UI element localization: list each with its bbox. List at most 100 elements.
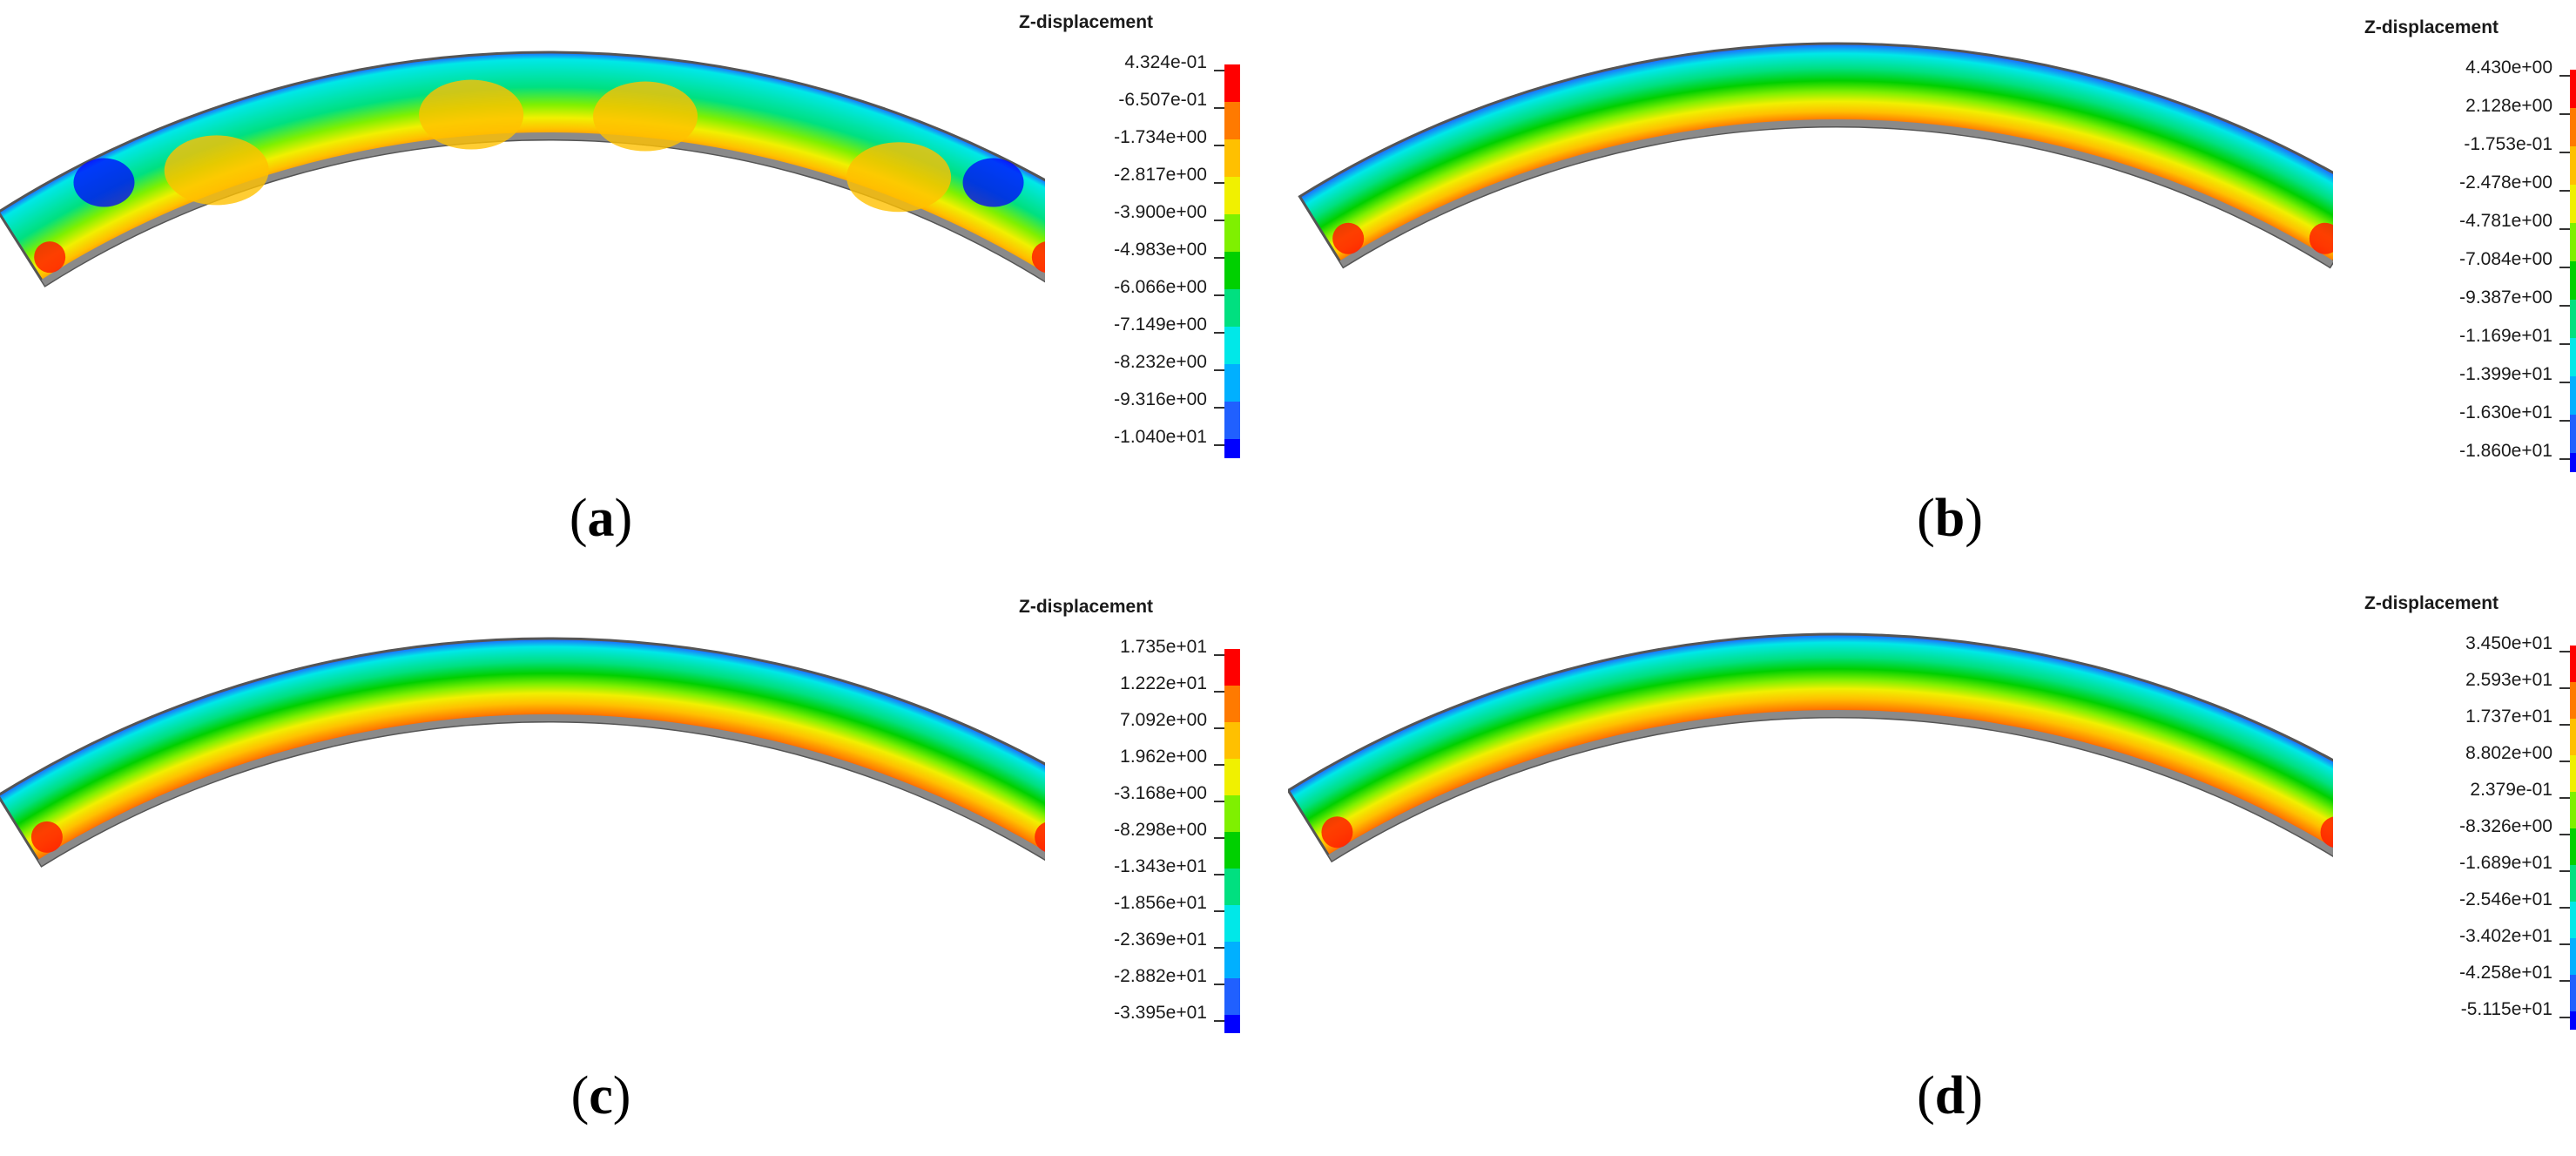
- caption-letter: d: [1934, 1066, 1966, 1126]
- arch-contour-c: [0, 637, 1045, 868]
- color-scale-segment: [2570, 415, 2576, 453]
- color-scale-segment: [2570, 108, 2576, 146]
- arch-contour-b: [1298, 42, 2333, 269]
- color-scale-segment: [1224, 905, 1240, 942]
- arch-inner-liner: [37, 714, 1045, 866]
- panel-d: Z-displacement 3.450e+01 2.593e+01 1.737e+…: [1288, 578, 2576, 1155]
- tick-label: -2.369e+01: [1114, 930, 1207, 950]
- tick-mark: [1214, 654, 1224, 656]
- contour-minimum: [73, 158, 135, 207]
- color-scale-segment: [1224, 795, 1240, 832]
- tick-mark: [1214, 107, 1224, 109]
- color-scale-segment: [1224, 252, 1240, 289]
- tick-label: -7.084e+00: [2459, 249, 2552, 269]
- tick-label: -9.316e+00: [1114, 389, 1207, 409]
- color-scale-segment: [2570, 646, 2576, 682]
- color-scale-segment: [2570, 828, 2576, 865]
- tick-mark: [1214, 691, 1224, 693]
- panel-a: Z-displacement 4.324e-01 -6.507e-01 -1.734…: [0, 0, 1288, 578]
- tick-label: 1.222e+01: [1120, 673, 1207, 693]
- tick-label: -8.232e+00: [1114, 352, 1207, 372]
- tick-mark: [1214, 1020, 1224, 1022]
- caption: (b): [1917, 489, 1983, 548]
- arch-inner-liner: [41, 132, 1045, 286]
- tick-mark: [2559, 190, 2570, 192]
- tick-mark: [2559, 870, 2570, 872]
- tick-mark: [1214, 182, 1224, 184]
- tick-mark: [1214, 407, 1224, 409]
- tick-label: -1.689e+01: [2459, 853, 2552, 873]
- color-scale-segment: [1224, 978, 1240, 1015]
- color-scale-segment: [2570, 300, 2576, 338]
- tick-label: 8.802e+00: [2465, 743, 2552, 763]
- tick-mark: [2559, 113, 2570, 115]
- tick-mark: [1214, 145, 1224, 146]
- arch-shell: [0, 637, 1045, 868]
- arch-end-hotspot: [34, 241, 66, 274]
- tick-label: 2.128e+00: [2465, 96, 2552, 116]
- panel-c: Z-displacement 1.735e+01 1.222e+01 7.092e+…: [0, 578, 1288, 1155]
- arch-end-hotspot: [1332, 222, 1365, 254]
- tick-mark: [2559, 1017, 2570, 1018]
- tick-mark: [2559, 980, 2570, 982]
- color-scale-segment: [1224, 214, 1240, 252]
- color-scale-segment: [1224, 402, 1240, 439]
- tick-mark: [1214, 369, 1224, 371]
- tick-label: -1.630e+01: [2459, 402, 2552, 423]
- color-scale-segment: [1224, 1015, 1240, 1033]
- color-scale-segment: [1224, 364, 1240, 402]
- color-scale-segment: [2570, 223, 2576, 261]
- tick-mark: [2559, 943, 2570, 945]
- tick-mark: [1214, 764, 1224, 766]
- arch-inner-liner: [1339, 119, 2333, 267]
- tick-label: -1.169e+01: [2459, 326, 2552, 346]
- tick-label: -2.478e+00: [2459, 172, 2552, 193]
- tick-label: -8.298e+00: [1114, 820, 1207, 840]
- tick-mark: [2559, 797, 2570, 799]
- color-scale-segment: [2570, 719, 2576, 755]
- arch-end-hotspot: [30, 821, 63, 853]
- tick-label: -2.817e+00: [1114, 165, 1207, 185]
- color-scale-segment: [1224, 722, 1240, 759]
- tick-mark: [2559, 267, 2570, 268]
- tick-label: -6.507e-01: [1118, 90, 1207, 110]
- color-scale-segment: [1224, 139, 1240, 177]
- color-scale-bar: [2570, 70, 2576, 472]
- arch-end-hotspot: [2320, 816, 2333, 848]
- tick-mark: [1214, 910, 1224, 912]
- tick-label: -1.399e+01: [2459, 364, 2552, 384]
- arch-contour-d: [1288, 632, 2333, 863]
- arch-end-hotspot: [1321, 816, 1353, 848]
- tick-mark: [1214, 70, 1224, 71]
- tick-label: -6.066e+00: [1114, 277, 1207, 297]
- arch-shell: [1298, 42, 2333, 269]
- color-scale-segment: [1224, 649, 1240, 686]
- color-scale-segment: [2570, 70, 2576, 108]
- tick-mark: [1214, 257, 1224, 259]
- tick-mark: [2559, 651, 2570, 652]
- arch-end-hotspot: [1035, 821, 1045, 852]
- tick-mark: [1214, 220, 1224, 221]
- tick-label: -4.258e+01: [2459, 963, 2552, 983]
- tick-mark: [2559, 834, 2570, 835]
- legend-title: Z-displacement: [2364, 593, 2499, 613]
- color-scale-segment: [2570, 338, 2576, 376]
- color-scale-segment: [2570, 261, 2576, 300]
- panel-b: Z-displacement 4.430e+00 2.128e+00 -1.753e…: [1288, 0, 2576, 578]
- tick-mark: [2559, 75, 2570, 77]
- color-scale-segment: [1224, 289, 1240, 327]
- color-scale-segment: [1224, 942, 1240, 978]
- color-scale-segment: [1224, 64, 1240, 102]
- color-scale-bar: [1224, 64, 1240, 458]
- tick-mark: [2559, 382, 2570, 383]
- tick-label: -8.326e+00: [2459, 816, 2552, 836]
- tick-mark: [1214, 874, 1224, 875]
- color-scale-segment: [1224, 102, 1240, 139]
- tick-mark: [1214, 984, 1224, 985]
- color-scale-segment: [2570, 865, 2576, 902]
- tick-label: 3.450e+01: [2465, 633, 2552, 653]
- arch-end-hotspot: [2309, 222, 2333, 254]
- contour-minimum: [962, 158, 1024, 207]
- tick-label: -5.115e+01: [2460, 999, 2552, 1019]
- caption: (a): [569, 489, 633, 548]
